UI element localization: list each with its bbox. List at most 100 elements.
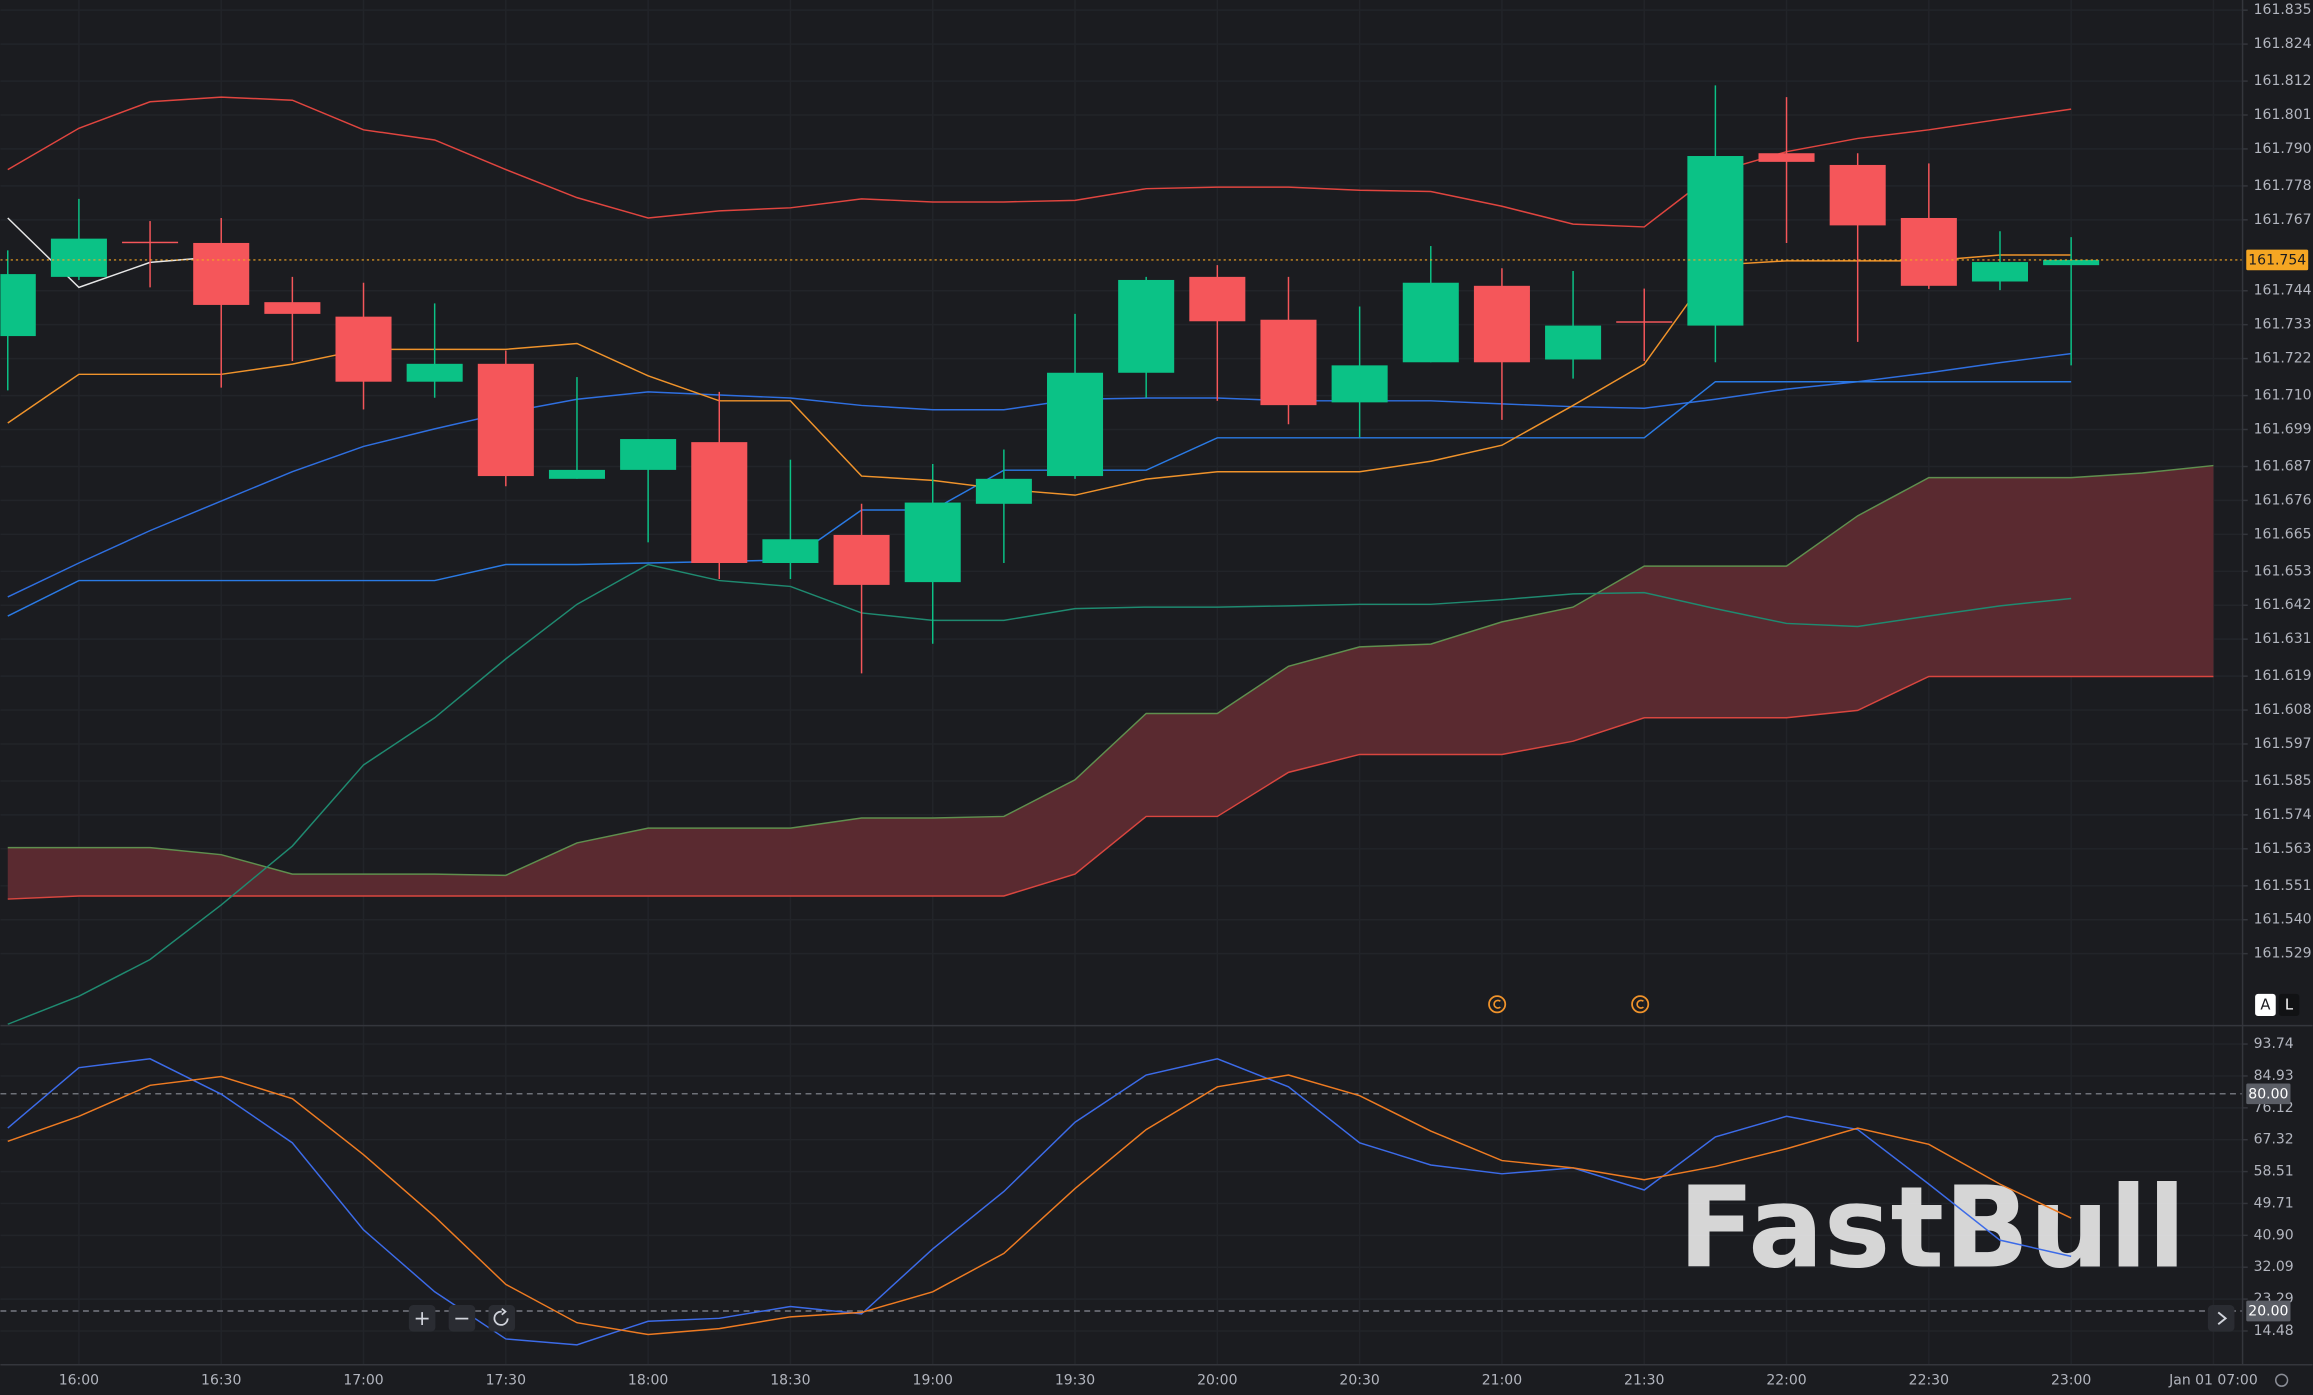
candle-body: [477, 363, 534, 477]
y-tick-label: 161.687: [2254, 458, 2312, 474]
y-tick-label: 161.574: [2254, 807, 2312, 823]
candle-body: [1402, 282, 1459, 363]
y-tick-label: 161.835: [2254, 2, 2312, 18]
event-marker[interactable]: [1631, 995, 1650, 1014]
line-series: [7, 380, 2072, 617]
candle-body: [193, 242, 250, 305]
y-tick-label: 161.585: [2254, 773, 2312, 789]
candle-body: [1331, 365, 1388, 403]
line-series: [7, 675, 2214, 900]
x-tick-label: 20:30: [1339, 1372, 1379, 1388]
y-tick-label: 161.540: [2254, 912, 2312, 928]
y-tick-label: 161.722: [2254, 351, 2312, 367]
y-tick-label: 161.824: [2254, 36, 2312, 52]
line-series: [7, 217, 222, 289]
y-tick-label: 161.778: [2254, 178, 2312, 194]
level-label: 20.00: [2248, 1304, 2288, 1320]
candle-body: [264, 302, 321, 314]
y-tick-label: 161.699: [2254, 421, 2312, 437]
candle-body: [762, 539, 819, 563]
line-series: [7, 1074, 2072, 1336]
event-icon: [1493, 999, 1501, 1009]
settings-button[interactable]: [2275, 1373, 2289, 1387]
x-tick-label: 18:00: [628, 1372, 668, 1388]
zoom-controls: + −: [408, 1305, 2289, 1387]
line-series: [7, 1058, 2072, 1346]
x-tick-label: 22:30: [1909, 1372, 1949, 1388]
button-label: A: [2260, 997, 2270, 1014]
y-tick-label: 14.48: [2254, 1323, 2294, 1339]
candle-body: [1545, 325, 1602, 360]
y-tick-label: 161.619: [2254, 668, 2312, 684]
y-tick-label: 93.74: [2254, 1036, 2294, 1052]
x-tick-label: 21:00: [1482, 1372, 1522, 1388]
x-tick-label: 16:30: [201, 1372, 241, 1388]
candle-body: [1900, 217, 1957, 286]
candle-body: [1829, 164, 1886, 226]
y-tick-label: 161.801: [2254, 107, 2312, 123]
main-pane: [0, 85, 2242, 1025]
y-tick-label: 67.32: [2254, 1132, 2294, 1148]
candle-body: [1260, 319, 1317, 406]
watermark: FastBull: [1678, 1163, 2186, 1293]
y-tick-label: 161.608: [2254, 702, 2312, 718]
y-tick-label: 161.631: [2254, 631, 2312, 647]
y-tick-label: 161.642: [2254, 597, 2312, 613]
line-series: [7, 563, 2072, 1025]
candle-body: [1047, 372, 1104, 477]
x-tick-label: 17:00: [343, 1372, 383, 1388]
x-tick-label: 19:30: [1055, 1372, 1095, 1388]
candle-body: [122, 241, 179, 244]
candle-body: [2043, 259, 2100, 266]
candle-body: [620, 439, 677, 470]
y-tick-label: 161.790: [2254, 141, 2312, 157]
y-tick-label: 58.51: [2254, 1164, 2294, 1180]
y-tick-label: 161.529: [2254, 946, 2312, 962]
y-tick-label: 161.551: [2254, 878, 2312, 894]
zoom-in-button[interactable]: [408, 1305, 436, 1332]
y-tick-label: 161.733: [2254, 317, 2312, 333]
candle-body: [0, 274, 36, 337]
log-scale-button[interactable]: [2278, 993, 2300, 1017]
last-price-badge: [2246, 249, 2309, 271]
x-tick-label: 20:00: [1197, 1372, 1237, 1388]
candle-body: [1758, 153, 1815, 162]
zoom-out-button[interactable]: [448, 1305, 476, 1332]
x-tick-label: Jan 01 07:00: [2168, 1372, 2258, 1388]
x-tick-label: 23:00: [2051, 1372, 2091, 1388]
zoom-out-label: −: [453, 1306, 470, 1330]
candle-body: [833, 534, 890, 585]
candle-body: [548, 469, 605, 479]
candle-body: [1473, 285, 1530, 363]
x-tick-label: 17:30: [486, 1372, 526, 1388]
scroll-right-button[interactable]: [2207, 1305, 2235, 1332]
candle-body: [691, 442, 748, 563]
x-tick-label: 18:30: [770, 1372, 810, 1388]
y-tick-label: 161.767: [2254, 212, 2312, 228]
level-badge: [2246, 1300, 2291, 1322]
zoom-in-label: +: [413, 1306, 430, 1330]
x-tick-label: 21:30: [1624, 1372, 1664, 1388]
reset-button[interactable]: [488, 1305, 516, 1332]
y-tick-label: 32.09: [2254, 1259, 2294, 1275]
line-series: [7, 352, 2072, 598]
candle-body: [335, 316, 392, 382]
y-tick-label: 161.812: [2254, 73, 2312, 89]
auto-scale-button[interactable]: [2255, 993, 2276, 1017]
y-tick-label: 84.93: [2254, 1068, 2294, 1084]
candle-body: [904, 502, 961, 583]
last-price-label: 161.754: [2248, 253, 2306, 269]
level-label: 80.00: [2248, 1087, 2288, 1103]
button-label: L: [2285, 997, 2294, 1014]
y-tick-label: 161.563: [2254, 841, 2312, 857]
event-marker[interactable]: [1488, 995, 1507, 1014]
candle-body: [406, 363, 463, 382]
event-markers: [1488, 995, 1650, 1014]
oscillator-pane: [0, 1058, 2242, 1346]
scroll-right-icon: [2217, 1311, 2228, 1325]
y-tick-label: 161.665: [2254, 526, 2312, 542]
scale-buttons: A L: [2255, 993, 2300, 1017]
